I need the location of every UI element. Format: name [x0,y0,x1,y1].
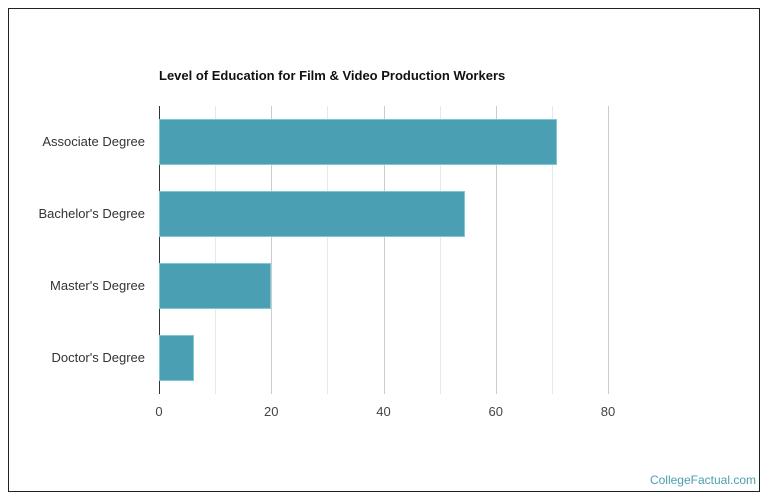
gridline [271,106,273,394]
y-axis-label: Associate Degree [42,134,145,149]
x-axis-tick: 20 [264,404,279,419]
y-axis-label: Bachelor's Degree [38,206,145,221]
gridline [608,106,609,394]
gridline [383,106,385,394]
gridline [215,106,217,394]
bar-1[interactable] [159,191,465,237]
plot-area [159,106,609,394]
bar-2[interactable] [159,263,272,309]
chart-title: Level of Education for Film & Video Prod… [159,68,506,83]
x-axis-tick: 60 [488,404,503,419]
y-axis-line [159,106,160,394]
bar-0[interactable] [159,119,557,165]
gridline [551,106,553,394]
y-axis-label: Doctor's Degree [51,350,145,365]
gridline [439,106,441,394]
y-axis-label: Master's Degree [50,278,145,293]
bar-3[interactable] [159,335,194,381]
gridline [327,106,329,394]
x-axis-tick: 0 [155,404,163,419]
gridline [495,106,497,394]
x-axis-tick: 40 [376,404,391,419]
source-credit[interactable]: CollegeFactual.com [649,473,756,487]
x-axis-tick: 80 [600,404,616,419]
